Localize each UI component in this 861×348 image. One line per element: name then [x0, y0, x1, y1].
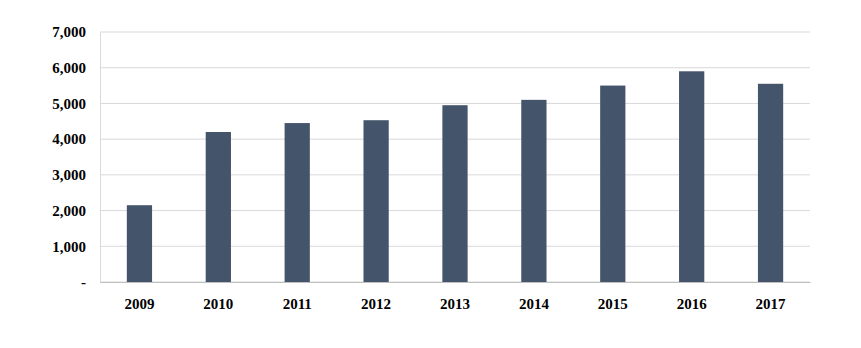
y-tick: 1,000	[52, 239, 100, 255]
x-tick-label: 2009	[124, 296, 154, 312]
x-tick-label: 2011	[283, 296, 312, 312]
bar	[363, 120, 388, 282]
bar	[521, 100, 546, 282]
y-tick-label: 4,000	[52, 131, 86, 147]
x-tick: 2009	[124, 282, 154, 312]
grid-line	[100, 67, 810, 68]
x-tick: 2011	[283, 282, 312, 312]
bars	[127, 71, 783, 282]
y-tick-label: 5,000	[52, 96, 86, 112]
x-tick-label: 2010	[203, 296, 233, 312]
y-tick: 7,000	[52, 24, 100, 40]
y-tick: 3,000	[52, 167, 100, 183]
x-tick-label: 2014	[519, 296, 550, 312]
chart: - 1,000 2,000 3,000 4,000 5,000 6,000 7,000 2009…	[0, 0, 861, 348]
y-tick: 2,000	[52, 203, 100, 219]
x-tick: 2016	[677, 282, 708, 312]
y-axis: - 1,000 2,000 3,000 4,000 5,000 6,000 7,000	[52, 24, 100, 290]
y-tick: 4,000	[52, 131, 100, 147]
y-tick-label: 1,000	[52, 239, 86, 255]
x-axis: 2009 2010 2011 2012 2013 2014 2015 2016 2017	[101, 282, 811, 312]
y-tick: -	[81, 274, 100, 290]
x-tick-label: 2012	[361, 296, 391, 312]
x-tick: 2010	[203, 282, 233, 312]
grid-line	[100, 32, 810, 33]
x-tick: 2012	[361, 282, 391, 312]
y-tick: 5,000	[52, 96, 100, 112]
y-tick-label: 3,000	[52, 167, 86, 183]
bar	[758, 84, 783, 282]
x-tick-label: 2017	[756, 296, 787, 312]
x-tick: 2013	[440, 282, 470, 312]
plot-area: - 1,000 2,000 3,000 4,000 5,000 6,000 7,000 2009…	[52, 24, 810, 311]
y-tick-label: 2,000	[52, 203, 86, 219]
y-tick-label: -	[81, 274, 86, 290]
bar	[600, 86, 625, 282]
x-tick-label: 2015	[598, 296, 628, 312]
x-axis-line	[101, 282, 811, 283]
bar	[285, 123, 310, 282]
x-tick: 2014	[519, 282, 550, 312]
y-tick-label: 6,000	[52, 60, 86, 76]
x-tick: 2015	[598, 282, 628, 312]
y-tick-label: 7,000	[52, 24, 86, 40]
y-axis-line	[100, 33, 101, 283]
y-tick: 6,000	[52, 60, 100, 76]
x-tick: 2017	[756, 282, 787, 312]
bar	[442, 105, 467, 282]
x-tick-label: 2013	[440, 296, 470, 312]
grid	[100, 32, 810, 282]
bar	[206, 132, 231, 282]
bar	[679, 71, 704, 282]
bar	[127, 205, 152, 282]
x-tick-label: 2016	[677, 296, 708, 312]
